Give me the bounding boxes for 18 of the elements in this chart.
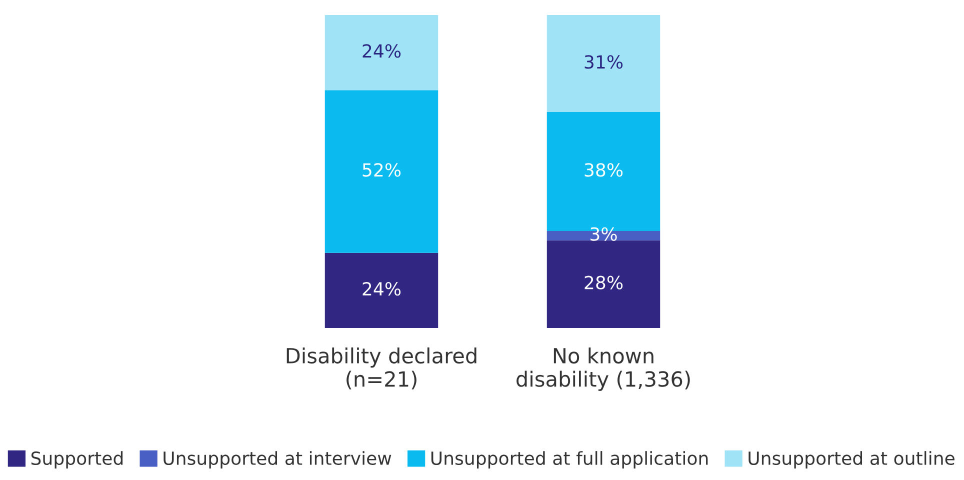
- bar: [546, 240, 660, 328]
- legend-label: Unsupported at full application: [431, 451, 708, 469]
- legend-label: Supported: [31, 451, 123, 469]
- legend-label: Unsupported at interview: [164, 451, 392, 469]
- data-label: 3%: [590, 227, 617, 241]
- x-tick-label: Disability declared (n=21): [286, 347, 476, 390]
- data-label: 38%: [584, 163, 623, 177]
- bar: [546, 15, 660, 112]
- data-label: 24%: [362, 44, 401, 58]
- bar: [324, 15, 438, 90]
- data-label: 28%: [584, 276, 623, 290]
- data-label: 52%: [362, 163, 401, 177]
- x-tick-label: No known disability (1,336): [516, 347, 690, 391]
- bar: [324, 90, 438, 253]
- data-label: 31%: [584, 55, 623, 69]
- legend-label: Unsupported at outline: [748, 451, 954, 469]
- data-label: 24%: [362, 282, 401, 296]
- bar: [324, 252, 438, 328]
